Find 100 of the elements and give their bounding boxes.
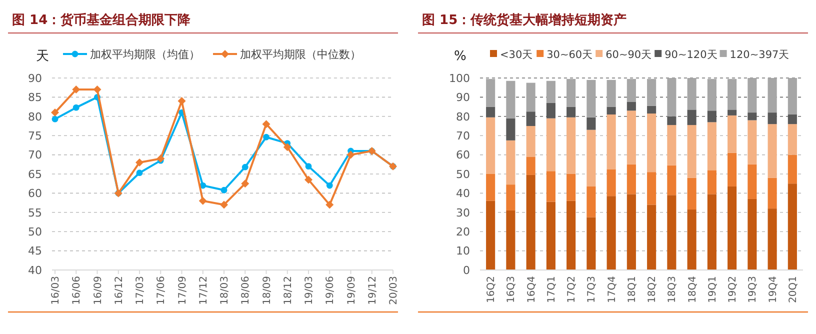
point [136,158,144,166]
bar [667,165,676,196]
chart-title: 图 15：传统货基大幅增持短期资产 [422,12,627,28]
bar [768,208,777,270]
point [72,104,80,111]
x-tick-label: 19/09 [346,276,358,305]
legend-label: 加权平均期限（中位数） [240,48,361,61]
bar [606,114,616,170]
bar [486,117,496,174]
y-tick-label: 0 [463,264,470,277]
legend-label: 加权平均期限（均值） [90,48,200,61]
bar [526,126,536,157]
y-tick-label: 30 [456,206,470,220]
bar [687,210,696,270]
bar [486,174,496,201]
bar [667,78,676,116]
x-tick-label: 17Q2 [566,276,578,303]
bar [687,125,696,178]
bar [586,186,596,218]
y-tick-label: 70 [28,148,42,162]
x-tick-label: 19Q2 [728,276,739,303]
bar [486,106,496,118]
bar [626,78,636,102]
bar [748,120,757,164]
bar [748,112,757,120]
bar [728,186,737,270]
point [326,200,334,209]
point [242,164,248,170]
point [241,180,250,188]
bar [788,154,797,184]
x-tick-label: 16/06 [72,276,83,305]
legend-label: 120~397天 [730,49,790,61]
bar [748,164,757,199]
point [136,170,143,176]
y-tick-label: 60 [456,148,470,162]
bar [788,184,797,270]
bar [788,114,797,124]
x-tick-label: 18/09 [262,276,273,305]
x-tick-label: 17/12 [198,276,210,305]
y-tick-label: 90 [456,91,470,104]
bar [606,80,616,107]
y-tick-label: 55 [28,206,42,220]
point [304,176,312,184]
bar [486,78,496,107]
bar [566,117,576,174]
bar [506,184,516,210]
bar [707,170,716,194]
point [156,154,165,163]
bar [768,112,777,124]
point [72,86,80,94]
y-tick-label: 50 [28,225,42,238]
bar [667,195,676,270]
x-tick-label: 18Q4 [687,276,698,303]
bar [647,172,656,205]
point [220,200,228,209]
x-tick-label: 18/03 [220,276,230,305]
bar [728,110,737,116]
bar [768,78,777,113]
point [198,196,207,205]
x-tick-label: 18Q2 [647,276,658,303]
x-tick-label: 16Q3 [506,276,518,303]
y-tick-label: 80 [28,110,42,124]
bar [506,140,516,185]
y-tick-label: 50 [456,168,470,181]
bar [707,110,716,122]
x-tick-label: 16/12 [114,276,125,305]
bar [707,122,716,170]
x-tick-label: 18/12 [282,276,294,305]
legend-label: 30~60天 [546,49,594,61]
bar [566,174,576,201]
bar [586,217,596,270]
legend-label: <30天 [500,49,534,61]
point [52,116,58,122]
bar [526,112,536,126]
point [51,108,59,117]
point [220,186,228,194]
bar [768,178,777,209]
x-tick-label: 16/09 [92,276,104,305]
point [283,143,292,152]
x-tick-label: 17/03 [135,276,146,305]
y-tick-label: 60 [28,187,42,200]
bar [748,198,757,270]
bar [768,124,777,178]
y-tick-label: 10 [456,244,470,258]
x-tick-label: 18/06 [240,276,252,305]
point [262,120,270,128]
bar [667,116,676,126]
y-tick-label: 70 [456,129,470,142]
y-tick-label: 40 [28,264,42,277]
y-tick-label: 65 [28,168,42,181]
bar [606,169,616,196]
bar [647,114,656,172]
bar [546,202,556,270]
bar [586,80,596,118]
point [326,182,333,189]
bar [566,78,576,107]
bar [546,118,556,172]
y-tick-label: 20 [456,225,470,238]
bar [707,194,716,270]
bar [586,117,596,130]
